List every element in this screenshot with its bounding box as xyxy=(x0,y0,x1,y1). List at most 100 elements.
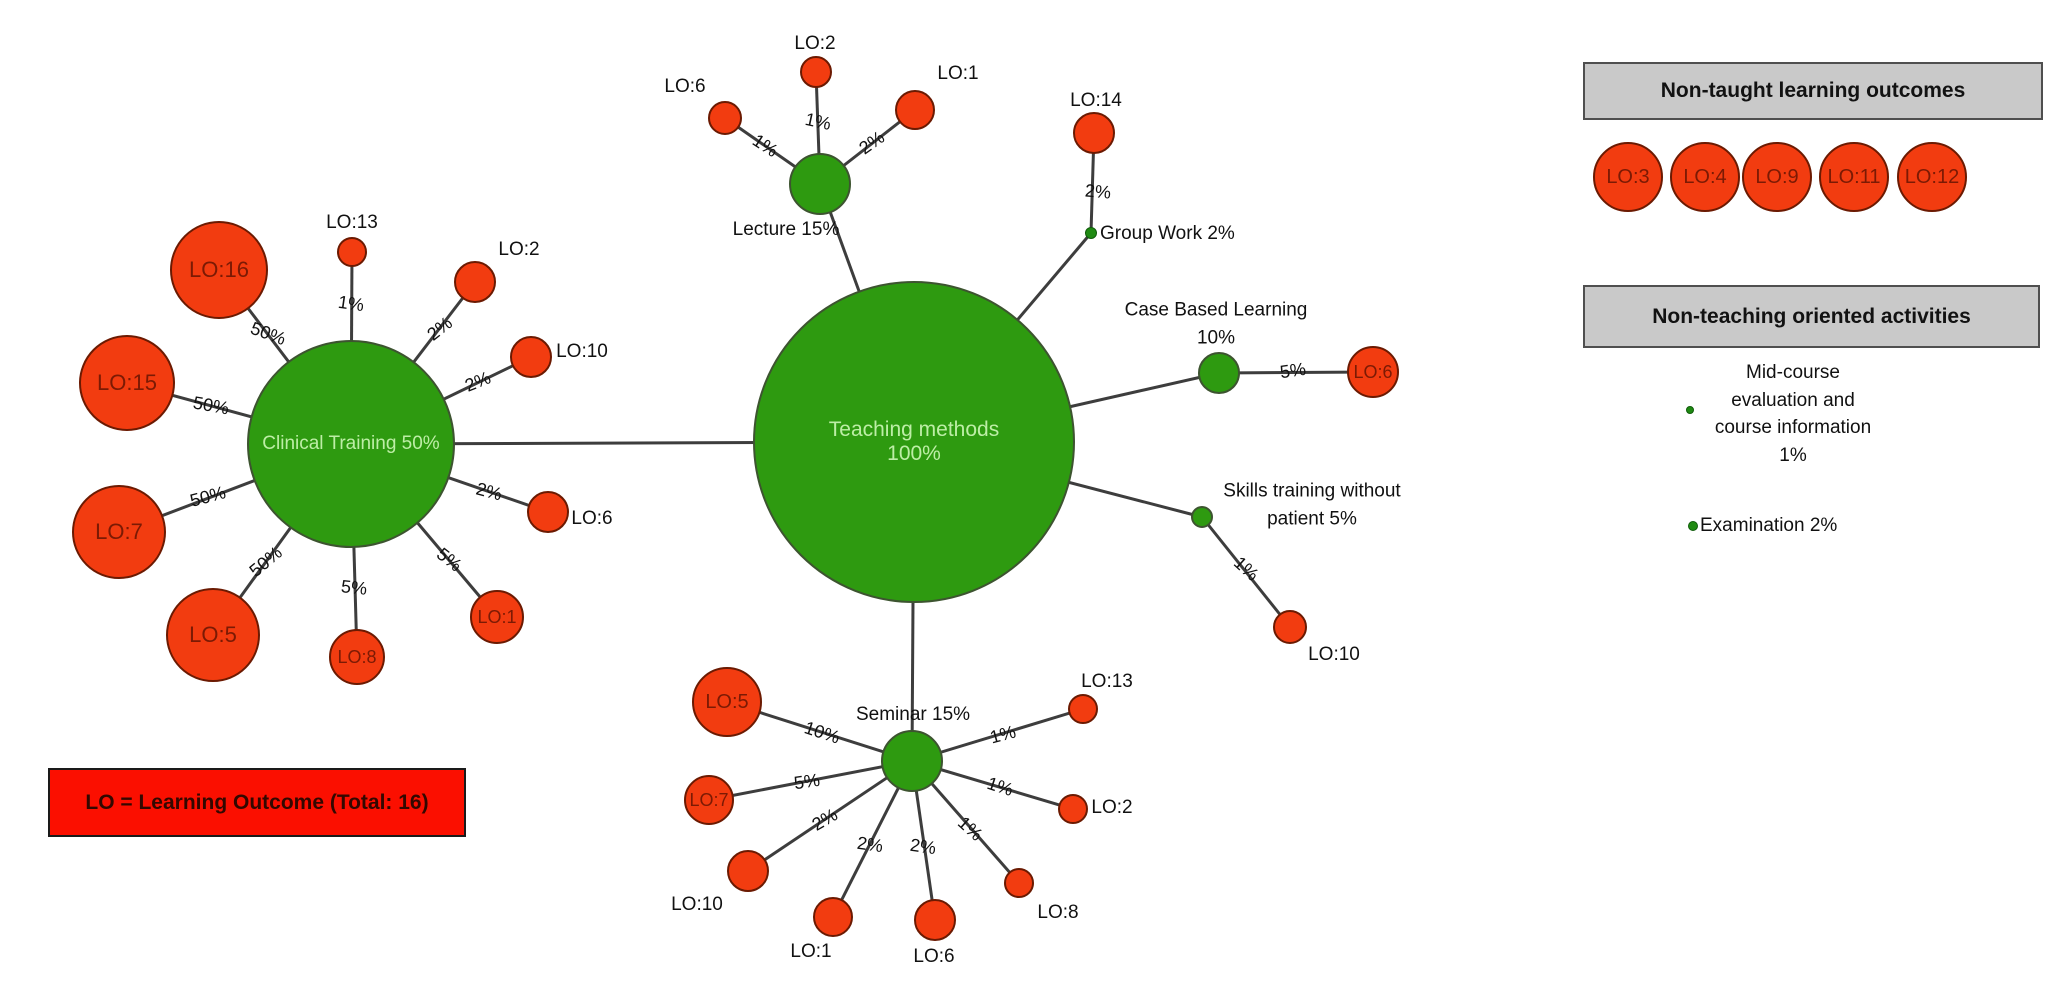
label-nt_lo4: LO:4 xyxy=(1683,165,1727,188)
label-line: LO:6 xyxy=(664,76,706,98)
label-cl_lo15: LO:15 xyxy=(97,370,157,396)
node-nt_lo3: LO:3 xyxy=(1593,142,1663,212)
node-cl_lo13 xyxy=(337,237,367,267)
label-nt_lo9: LO:9 xyxy=(1755,165,1799,188)
label-cl_lo7: LO:7 xyxy=(95,519,143,545)
edge-label-clinical-cl_lo8: 5% xyxy=(340,576,369,599)
label-sem_lo2: LO:2 xyxy=(1091,794,1132,822)
label-teaching: 100% xyxy=(887,442,941,465)
label-exam: Examination 2% xyxy=(1700,512,1837,540)
label-line: LO:1 xyxy=(937,63,979,85)
node-sk_lo10 xyxy=(1273,610,1307,644)
label-cl_lo2: LO:2 xyxy=(498,236,539,264)
node-nt_lo4: LO:4 xyxy=(1670,142,1740,212)
label-line: course information xyxy=(1714,417,1872,438)
label-cl_lo1: LO:1 xyxy=(477,606,517,627)
label-clinical: Clinical Training 50% xyxy=(262,433,440,455)
node-sem_lo6 xyxy=(914,899,956,941)
label-cbl_lo6: LO:6 xyxy=(1353,361,1393,382)
label-cl_lo16: LO:16 xyxy=(189,257,249,283)
node-nt_lo9: LO:9 xyxy=(1742,142,1812,212)
label-sem_lo10: LO:10 xyxy=(671,891,723,919)
edge-label-seminar-sem_lo1: 2% xyxy=(855,832,885,857)
node-lec_lo2 xyxy=(800,56,832,88)
non-taught-outcomes-header: Non-taught learning outcomes xyxy=(1583,62,2043,120)
label-line: patient 5% xyxy=(1267,508,1357,529)
label-line: 10% xyxy=(1196,327,1236,348)
node-sem_lo7: LO:7 xyxy=(684,775,734,825)
edge-label-groupwork-lo14: 2% xyxy=(1084,180,1112,203)
edge-skills-sk_lo10 xyxy=(1200,516,1292,628)
node-nt_lo11: LO:11 xyxy=(1819,142,1889,212)
label-line: LO:10 xyxy=(671,894,723,916)
node-exam xyxy=(1688,521,1698,531)
label-line: Group Work 2% xyxy=(1100,223,1235,245)
node-clinical: Clinical Training 50% xyxy=(247,340,455,548)
label-line: LO:13 xyxy=(326,212,378,234)
edge-label-seminar-sem_lo7: 5% xyxy=(792,769,822,794)
edge-label-seminar-sem_lo6: 2% xyxy=(908,834,938,859)
label-sem_lo5: LO:5 xyxy=(705,690,749,713)
node-lec_lo6 xyxy=(708,101,742,135)
label-sem_lo7: LO:7 xyxy=(689,789,729,810)
label-line: LO:8 xyxy=(1037,902,1079,924)
node-cbl xyxy=(1198,352,1240,394)
node-sem_lo13 xyxy=(1068,694,1098,724)
node-sem_lo2 xyxy=(1058,794,1088,824)
node-seminar xyxy=(881,730,943,792)
node-lo14 xyxy=(1073,112,1115,154)
label-line: LO:14 xyxy=(1070,90,1122,112)
label-line: evaluation and xyxy=(1731,389,1855,411)
node-cl_lo7: LO:7 xyxy=(72,485,166,579)
node-sem_lo5: LO:5 xyxy=(692,667,762,737)
node-cl_lo16: LO:16 xyxy=(170,221,268,319)
label-cl_lo5: LO:5 xyxy=(189,622,237,648)
label-line: Lecture 15% xyxy=(732,219,840,241)
node-skills xyxy=(1191,506,1213,528)
label-nt_lo3: LO:3 xyxy=(1606,165,1650,188)
label-groupwork: Group Work 2% xyxy=(1100,220,1235,248)
label-cl_lo8: LO:8 xyxy=(337,646,377,667)
label-line: Mid-course xyxy=(1746,361,1840,383)
edge-seminar-sem_lo7 xyxy=(708,759,913,802)
edge-label-clinical-cl_lo13: 1% xyxy=(336,291,366,316)
label-line: LO:2 xyxy=(794,33,836,55)
node-cl_lo8: LO:8 xyxy=(329,629,385,685)
label-nt_lo12: LO:12 xyxy=(1904,165,1960,188)
label-line: LO:2 xyxy=(1091,797,1133,819)
node-nt_lo12: LO:12 xyxy=(1897,142,1967,212)
label-lec_lo1: LO:1 xyxy=(937,60,978,88)
label-cbl: Case Based Learning 10% xyxy=(1125,296,1308,351)
label-sk_lo10: LO:10 xyxy=(1308,641,1360,669)
label-lec_lo6: LO:6 xyxy=(664,73,705,101)
non-teaching-activities-header: Non-teaching oriented activities xyxy=(1583,285,2040,348)
label-line: Examination 2% xyxy=(1700,515,1838,537)
node-cl_lo1: LO:1 xyxy=(470,590,524,644)
label-line: LO:2 xyxy=(498,239,540,261)
label-sem_lo6: LO:6 xyxy=(913,943,954,971)
label-line: LO:10 xyxy=(1308,644,1360,666)
label-line: Case Based Learning xyxy=(1124,299,1308,321)
node-cl_lo2 xyxy=(454,261,496,303)
label-line: LO:1 xyxy=(790,941,832,963)
node-lec_lo1 xyxy=(895,90,935,130)
label-line: LO:10 xyxy=(556,341,608,363)
label-cl_lo13: LO:13 xyxy=(326,209,378,237)
label-seminar: Seminar 15% xyxy=(856,701,970,729)
label-lec_lo2: LO:2 xyxy=(794,30,835,58)
edge-seminar-sem_lo10 xyxy=(747,759,913,873)
legend-box: LO = Learning Outcome (Total: 16) xyxy=(48,768,466,837)
node-sem_lo10 xyxy=(727,850,769,892)
label-line: Seminar 15% xyxy=(855,704,971,726)
node-cl_lo15: LO:15 xyxy=(79,335,175,431)
node-cl_lo6 xyxy=(527,491,569,533)
node-cbl_lo6: LO:6 xyxy=(1347,346,1399,398)
label-sem_lo1: LO:1 xyxy=(790,938,831,966)
node-cl_lo5: LO:5 xyxy=(166,588,260,682)
label-sem_lo8: LO:8 xyxy=(1037,899,1078,927)
label-midcourse: Mid-course evaluation and course informati… xyxy=(1715,359,1871,469)
label-cl_lo6: LO:6 xyxy=(571,505,612,533)
label-line: LO:13 xyxy=(1081,671,1133,693)
edge-label-cbl-cbl_lo6: 5% xyxy=(1278,358,1308,383)
